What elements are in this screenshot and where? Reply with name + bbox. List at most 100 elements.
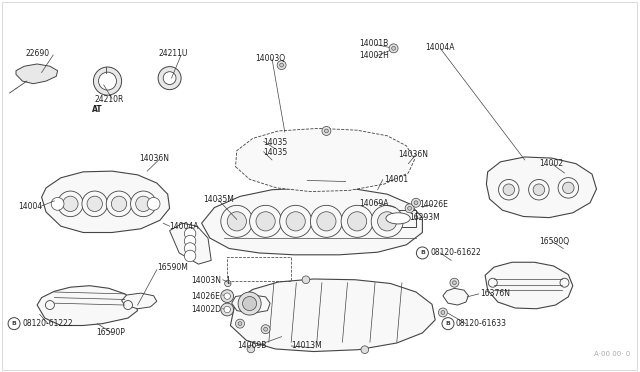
- Circle shape: [417, 247, 428, 259]
- Circle shape: [341, 205, 373, 237]
- Text: A·00 00· 0: A·00 00· 0: [594, 351, 630, 357]
- Circle shape: [361, 346, 369, 353]
- Circle shape: [414, 201, 418, 205]
- Circle shape: [236, 319, 244, 328]
- Text: 14026E: 14026E: [419, 200, 448, 209]
- Circle shape: [533, 184, 545, 195]
- Polygon shape: [486, 157, 596, 218]
- Text: 14002: 14002: [540, 159, 564, 168]
- Text: AT: AT: [92, 105, 102, 114]
- Circle shape: [302, 276, 310, 283]
- Polygon shape: [37, 286, 138, 326]
- Text: 16590Q: 16590Q: [540, 237, 570, 246]
- Polygon shape: [232, 295, 270, 313]
- Circle shape: [224, 293, 230, 299]
- Polygon shape: [202, 188, 422, 255]
- Circle shape: [280, 63, 284, 67]
- Circle shape: [348, 212, 367, 231]
- Text: 14035M: 14035M: [204, 195, 234, 204]
- Polygon shape: [236, 128, 415, 192]
- Circle shape: [93, 67, 122, 95]
- Text: 14035: 14035: [264, 148, 288, 157]
- Circle shape: [63, 196, 78, 212]
- Circle shape: [82, 191, 108, 217]
- Circle shape: [450, 278, 459, 287]
- Text: 14002D: 14002D: [191, 305, 221, 314]
- Circle shape: [184, 243, 196, 254]
- Circle shape: [389, 44, 398, 53]
- Polygon shape: [381, 210, 416, 227]
- Circle shape: [224, 306, 230, 313]
- Circle shape: [563, 182, 574, 193]
- Text: 16293M: 16293M: [410, 213, 440, 222]
- Text: 14036N: 14036N: [398, 150, 428, 159]
- Circle shape: [310, 205, 342, 237]
- Circle shape: [405, 204, 414, 213]
- Text: 14013M: 14013M: [291, 341, 322, 350]
- Circle shape: [221, 290, 234, 302]
- Circle shape: [51, 198, 64, 210]
- Circle shape: [277, 61, 286, 70]
- Circle shape: [106, 191, 132, 217]
- Circle shape: [131, 191, 156, 217]
- Polygon shape: [16, 64, 58, 84]
- Polygon shape: [443, 288, 468, 305]
- Text: 14036N: 14036N: [140, 154, 170, 163]
- Circle shape: [264, 327, 268, 331]
- Circle shape: [529, 179, 549, 200]
- Circle shape: [136, 196, 151, 212]
- Polygon shape: [170, 223, 211, 264]
- Circle shape: [371, 205, 403, 237]
- Circle shape: [250, 205, 282, 237]
- Circle shape: [499, 179, 519, 200]
- Circle shape: [441, 311, 445, 314]
- Circle shape: [317, 212, 336, 231]
- Circle shape: [256, 212, 275, 231]
- Circle shape: [261, 325, 270, 334]
- Text: 14004A: 14004A: [426, 43, 455, 52]
- Text: 14026E: 14026E: [191, 292, 220, 301]
- Circle shape: [412, 198, 420, 207]
- Text: 08120-61222: 08120-61222: [22, 319, 73, 328]
- Circle shape: [158, 67, 181, 90]
- Ellipse shape: [386, 213, 410, 224]
- Circle shape: [221, 205, 253, 237]
- Circle shape: [378, 212, 397, 231]
- Text: B: B: [12, 321, 17, 326]
- Text: 14035: 14035: [264, 138, 288, 147]
- Text: 24210R: 24210R: [94, 95, 124, 104]
- Text: 14004A: 14004A: [170, 222, 199, 231]
- Circle shape: [45, 301, 54, 310]
- Circle shape: [184, 235, 196, 247]
- Circle shape: [111, 196, 127, 212]
- Circle shape: [280, 205, 312, 237]
- Circle shape: [408, 206, 412, 210]
- Circle shape: [558, 177, 579, 198]
- Text: 14002H: 14002H: [360, 51, 390, 60]
- Polygon shape: [230, 279, 435, 352]
- Text: 14001: 14001: [384, 175, 408, 184]
- Circle shape: [184, 250, 196, 262]
- Circle shape: [438, 308, 447, 317]
- Text: 08120-61633: 08120-61633: [456, 319, 507, 328]
- Circle shape: [87, 196, 102, 212]
- Text: 08120-61622: 08120-61622: [430, 248, 481, 257]
- Circle shape: [238, 292, 261, 315]
- Circle shape: [560, 278, 569, 287]
- Circle shape: [392, 46, 396, 50]
- Circle shape: [225, 280, 231, 287]
- Circle shape: [452, 281, 456, 285]
- Circle shape: [221, 303, 234, 316]
- Text: B: B: [420, 250, 425, 256]
- Text: 14069A: 14069A: [360, 199, 389, 208]
- Circle shape: [243, 296, 257, 311]
- Circle shape: [322, 126, 331, 135]
- Circle shape: [324, 129, 328, 133]
- Text: 14003Q: 14003Q: [255, 54, 285, 63]
- Text: 14001B: 14001B: [360, 39, 389, 48]
- Circle shape: [227, 212, 246, 231]
- Circle shape: [184, 228, 196, 239]
- Circle shape: [124, 301, 132, 310]
- Text: 24211U: 24211U: [159, 49, 188, 58]
- Circle shape: [8, 318, 20, 330]
